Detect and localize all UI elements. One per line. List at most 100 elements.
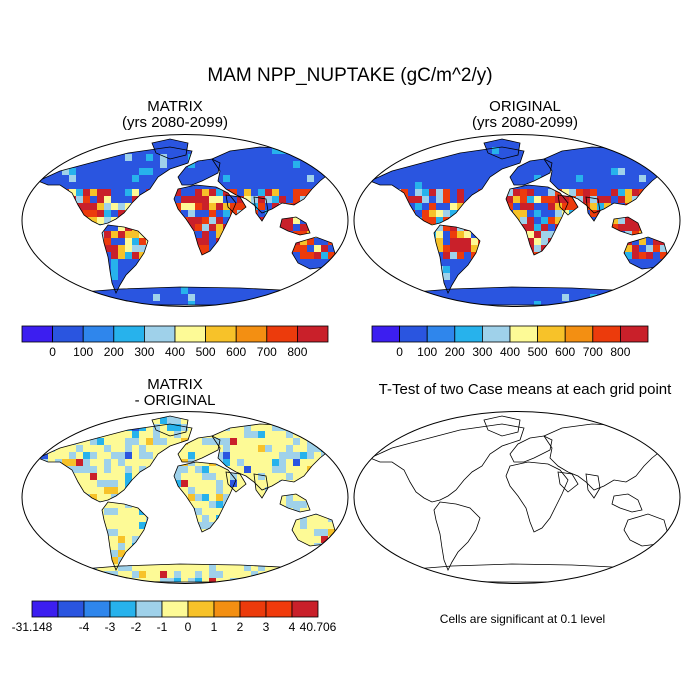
coast-south-america <box>433 224 481 294</box>
colorbar-box-8 <box>266 325 298 343</box>
coast-india <box>253 473 269 499</box>
colorbar-label-6: 600 <box>226 345 246 359</box>
colorbar-matrix: 0 100 200 300 400 500 600 700 800 <box>21 325 329 362</box>
colorbar-box-8 <box>239 600 267 618</box>
coast-greenland <box>483 138 521 160</box>
land-asia <box>544 424 674 490</box>
map-frame <box>353 134 681 307</box>
map-original <box>352 133 682 308</box>
colorbar-label-7: 700 <box>257 345 277 359</box>
colorbar-box-8 <box>592 325 621 343</box>
coast-europe <box>509 435 553 463</box>
coast-arabia <box>225 194 247 216</box>
colorbar-label-9: 4 <box>289 620 296 634</box>
coast-se-asia-islands <box>611 493 643 513</box>
colorbar-original: 0 100 200 300 400 500 600 700 800 <box>371 325 649 362</box>
colorbar-box-9 <box>296 325 329 343</box>
coast-asia <box>543 423 675 491</box>
panel-tl-title-line1: MATRIX <box>147 98 203 115</box>
map-frame <box>21 134 349 307</box>
colorbar-label-4: -1 <box>157 620 168 634</box>
map-matrix <box>20 133 350 308</box>
colorbar-label-4: 400 <box>165 345 185 359</box>
colorbar-label-2: 200 <box>104 345 124 359</box>
colorbar-label-8: 800 <box>287 345 307 359</box>
coast-australia <box>623 513 669 547</box>
colorbar-label-6: 1 <box>211 620 218 634</box>
coast-arabia <box>225 471 247 493</box>
coast-north-america <box>36 423 193 503</box>
panel-bl-title: MATRIX - ORIGINAL <box>100 376 250 409</box>
colorbar-box-7 <box>564 325 594 343</box>
figure-title: MAM NPP_NUPTAKE (gC/m^2/y) <box>207 65 493 86</box>
coast-north-america <box>36 146 193 226</box>
colorbar-label-5: 500 <box>528 345 548 359</box>
coast-greenland <box>483 415 521 437</box>
coast-africa <box>505 184 569 256</box>
map-difference <box>20 410 350 585</box>
colorbar-box-3 <box>109 600 137 618</box>
panel-bl-title-line1: MATRIX <box>147 376 203 393</box>
coast-africa <box>173 461 237 533</box>
colorbar-label-10: 40.706 <box>300 620 337 634</box>
coast-europe <box>177 435 221 463</box>
colorbar-box-2 <box>82 325 115 343</box>
colorbar-label-3: 300 <box>472 345 492 359</box>
colorbar-box-1 <box>52 325 84 343</box>
coast-europe <box>509 158 553 186</box>
colorbar-box-4 <box>144 325 176 343</box>
coast-india <box>253 196 269 222</box>
colorbar-box-4 <box>482 325 511 343</box>
colorbar-label-8: 800 <box>610 345 630 359</box>
colorbar-box-9 <box>619 325 649 343</box>
map-frame <box>21 411 349 584</box>
colorbar-box-7 <box>235 325 268 343</box>
colorbar-label-0: 0 <box>396 345 403 359</box>
coast-europe <box>177 158 221 186</box>
coast-south-america <box>101 501 149 571</box>
coast-greenland <box>151 415 189 437</box>
colorbar-label-5: 500 <box>196 345 216 359</box>
colorbar-label-7: 700 <box>583 345 603 359</box>
land-europe <box>178 159 220 185</box>
land-north-america <box>370 147 524 225</box>
colorbar-box-4 <box>135 600 163 618</box>
colorbar-label-5: 0 <box>185 620 192 634</box>
colorbar-difference: -31.148 -4 -3 -2 -1 0 1 2 3 4 40.706 <box>12 600 337 637</box>
colorbar-label-2: -3 <box>105 620 116 634</box>
colorbar-label-0: 0 <box>49 345 56 359</box>
panel-br-title: T-Test of two Case means at each grid po… <box>378 381 672 398</box>
coast-india <box>585 473 601 499</box>
colorbar-box-1 <box>399 325 428 343</box>
land-se-asia-islands <box>612 494 642 512</box>
colorbar-box-2 <box>83 600 111 618</box>
panel-tr-title: ORIGINAL (yrs 2080-2099) <box>450 98 600 132</box>
colorbar-box-9 <box>265 600 293 618</box>
colorbar-box-6 <box>205 325 237 343</box>
colorbar-label-1: 100 <box>417 345 437 359</box>
coast-se-asia-islands <box>279 216 311 236</box>
coast-south-america <box>433 501 481 571</box>
land-north-america <box>38 147 192 225</box>
panel-tr-title-line2: (yrs 2080-2099) <box>472 114 578 132</box>
colorbar-box-0 <box>31 600 59 618</box>
coast-se-asia-islands <box>279 493 311 513</box>
colorbar-label-1: -4 <box>79 620 90 634</box>
coast-arabia <box>557 194 579 216</box>
coast-africa <box>173 184 237 256</box>
colorbar-box-5 <box>161 600 189 618</box>
colorbar-label-0: -31.148 <box>12 620 53 634</box>
colorbar-box-0 <box>21 325 54 343</box>
colorbar-box-1 <box>57 600 85 618</box>
colorbar-box-3 <box>113 325 145 343</box>
panel-tr-title-line1: ORIGINAL <box>489 98 561 115</box>
coast-india <box>585 196 601 222</box>
colorbar-box-0 <box>371 325 401 343</box>
colorbar-box-6 <box>537 325 566 343</box>
coast-south-america <box>101 224 149 294</box>
panel-tl-title: MATRIX (yrs 2080-2099) <box>100 98 250 131</box>
colorbar-label-3: -2 <box>131 620 142 634</box>
map-ttest <box>352 410 682 585</box>
coast-north-america <box>368 423 525 503</box>
colorbar-label-4: 400 <box>500 345 520 359</box>
